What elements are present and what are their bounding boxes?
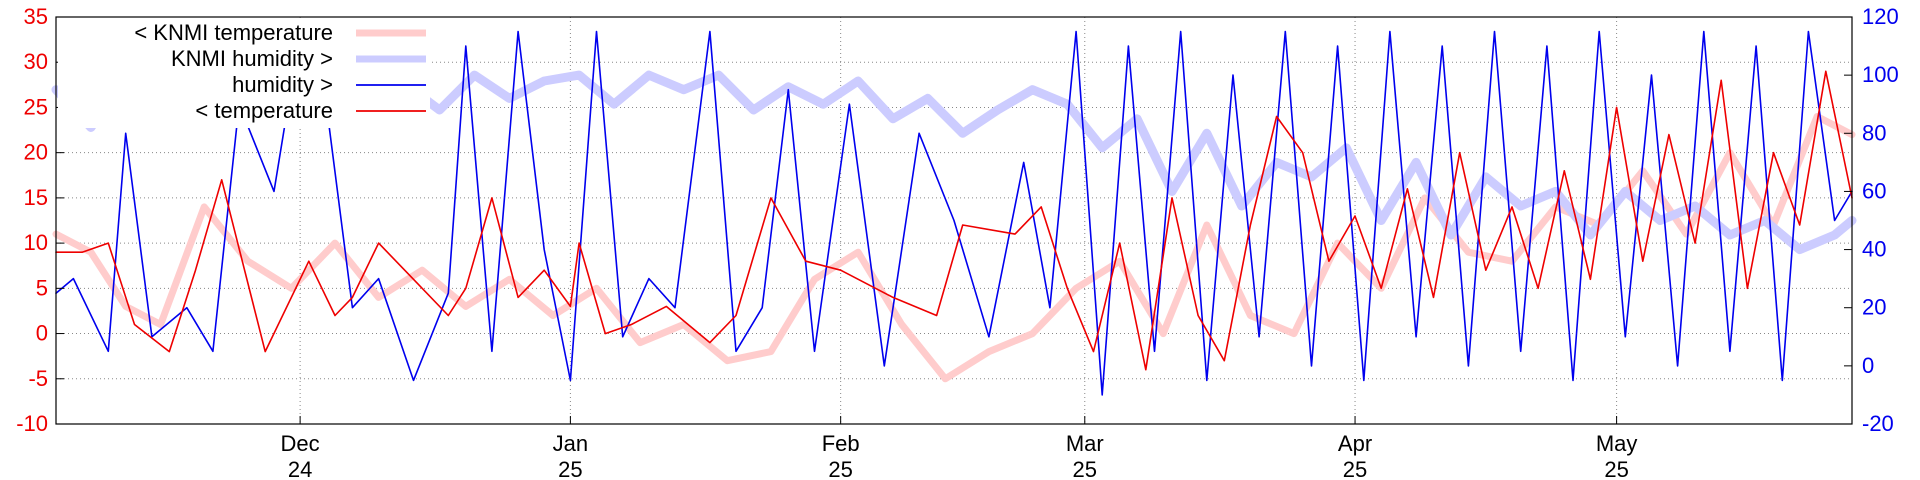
left-axis-ticks: 35 30 25 20 15 10 5 0 -5 -10 [16,4,64,436]
x-tick-month: Apr [1338,431,1372,456]
legend-label-humidity: humidity > [232,72,333,97]
left-tick-label: -10 [16,411,48,436]
right-axis-ticks: 120 100 80 60 40 20 0 -20 [1844,4,1899,436]
left-tick-label: 15 [24,185,48,210]
right-tick-label: 60 [1862,178,1886,203]
left-tick-label: 35 [24,4,48,29]
right-tick-label: 80 [1862,120,1886,145]
legend-label-knmi-temperature: < KNMI temperature [134,20,333,45]
left-tick-label: 30 [24,49,48,74]
left-tick-label: 25 [24,94,48,119]
x-tick-year: 25 [1343,457,1367,480]
right-tick-label: 20 [1862,295,1886,320]
left-tick-label: 5 [36,275,48,300]
x-tick-month: May [1596,431,1638,456]
series-line-temperature [55,70,1853,371]
right-tick-label: 0 [1862,353,1874,378]
right-tick-label: 120 [1862,4,1899,29]
x-tick-year: 25 [1073,457,1097,480]
x-tick-year: 25 [828,457,852,480]
x-tick-year: 24 [288,457,312,480]
legend-label-knmi-humidity: KNMI humidity > [171,46,333,71]
x-tick-month: Jan [553,431,588,456]
left-tick-label: 20 [24,140,48,165]
x-tick-month: Mar [1066,431,1104,456]
right-tick-label: -20 [1862,411,1894,436]
x-tick-year: 25 [1604,457,1628,480]
series-line-humidity [55,30,1853,396]
left-tick-label: 0 [36,321,48,346]
x-tick-year: 25 [558,457,582,480]
plot-frame [55,16,1853,425]
plot-grid [56,17,1852,424]
right-tick-label: 100 [1862,62,1899,87]
x-tick-month: Feb [822,431,860,456]
legend-label-temperature: < temperature [195,98,333,123]
left-tick-label: 10 [24,230,48,255]
x-tick-month: Dec [281,431,320,456]
right-tick-label: 40 [1862,237,1886,262]
left-tick-label: -5 [28,366,48,391]
